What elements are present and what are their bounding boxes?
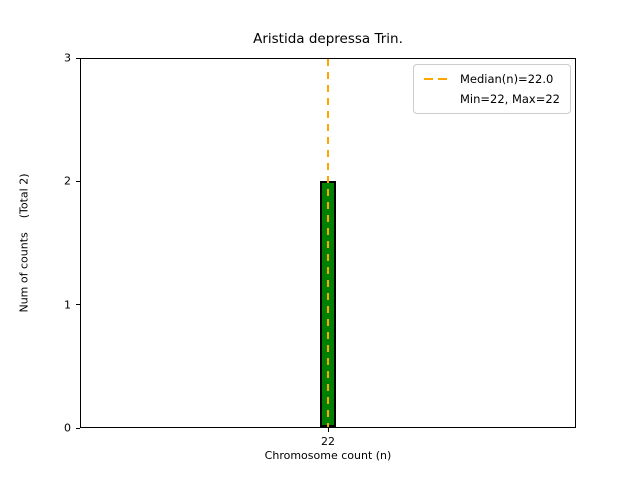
x-axis-label: Chromosome count (n) [264, 449, 392, 462]
plot-area [80, 58, 576, 428]
y-tick [76, 427, 80, 429]
legend-entry-minmax: Min=22, Max=22 [424, 92, 560, 106]
y-tick-label: 3 [64, 51, 71, 65]
y-tick [76, 304, 80, 306]
y-tick-label: 2 [64, 174, 71, 188]
legend: Median(n)=22.0 Min=22, Max=22 [412, 64, 571, 114]
legend-entry-median: Median(n)=22.0 [423, 72, 560, 86]
dashed-line-icon [423, 78, 452, 80]
y-tick [76, 180, 80, 182]
x-tick-label: 22 [321, 435, 335, 448]
y-tick-label: 1 [64, 298, 71, 312]
legend-label-minmax: Min=22, Max=22 [459, 92, 560, 106]
y-tick-label: 0 [64, 421, 71, 435]
chart-title: Aristida depressa Trin. [253, 31, 403, 47]
y-axis-label: Num of counts (Total 2) [17, 173, 31, 313]
legend-label-median: Median(n)=22.0 [459, 72, 554, 86]
median-line [327, 59, 329, 427]
x-tick [327, 428, 329, 432]
y-tick [76, 57, 80, 59]
